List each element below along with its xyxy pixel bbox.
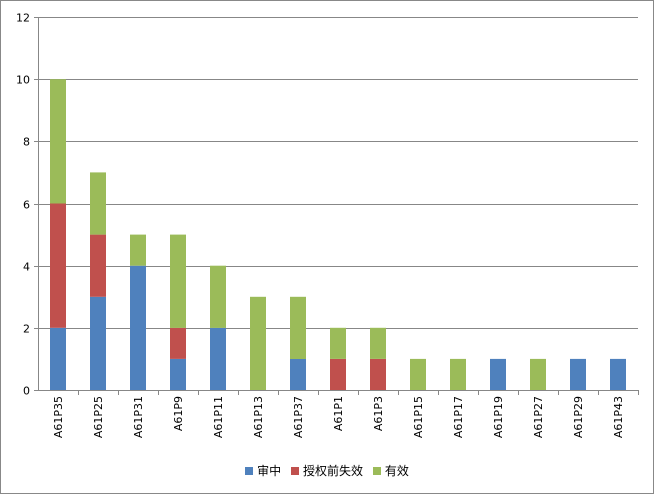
legend-label: 有效	[384, 464, 409, 478]
x-tick-label: A61P27	[532, 396, 545, 438]
bar-A61P15-series-2	[410, 358, 426, 390]
x-tick-label: A61P31	[132, 396, 145, 438]
bars	[50, 79, 626, 391]
x-tick-label: A61P1	[332, 396, 345, 431]
bar-A61P25-series-0	[90, 296, 106, 391]
x-tick-label: A61P19	[492, 396, 505, 438]
x-tick-label: A61P17	[452, 396, 465, 438]
legend-item-series-1: 授权前失效	[290, 462, 363, 479]
x-tick-label: A61P35	[52, 396, 65, 438]
bar-A61P3-series-1	[370, 358, 386, 390]
legend-label: 审中	[257, 464, 282, 478]
bar-A61P31-series-0	[130, 265, 146, 390]
legend-swatch	[245, 466, 254, 475]
x-tick-label: A61P37	[292, 396, 305, 438]
x-tick-label: A61P3	[372, 396, 385, 431]
y-tick-label: 2	[23, 323, 30, 336]
legend: 审中 授权前失效 有效	[0, 462, 654, 479]
bar-A61P25-series-2	[90, 172, 106, 235]
legend-label: 授权前失效	[302, 464, 363, 478]
x-tick-label: A61P15	[412, 396, 425, 438]
x-tick-label: A61P13	[252, 396, 265, 438]
legend-swatch	[372, 466, 381, 475]
bar-A61P13-series-2	[250, 296, 266, 391]
bar-A61P19-series-0	[490, 358, 506, 390]
x-tick-label: A61P43	[612, 396, 625, 438]
bar-A61P35-series-2	[50, 79, 66, 204]
bar-A61P3-series-2	[370, 327, 386, 359]
y-tick-label: 12	[16, 12, 30, 25]
bar-A61P29-series-0	[570, 358, 586, 390]
bar-A61P43-series-0	[610, 358, 626, 390]
bar-A61P17-series-2	[450, 358, 466, 390]
x-tick-label: A61P25	[92, 396, 105, 438]
x-tick-labels: A61P35 A61P25 A61P31 A61P9 A61P11 A61P13 A61P3…	[52, 396, 625, 438]
bar-A61P1-series-2	[330, 327, 346, 359]
y-tick-labels: 0 2 4 6 8 10 12	[16, 12, 30, 398]
bar-A61P9-series-1	[170, 327, 186, 359]
x-tick-label: A61P29	[572, 396, 585, 438]
bar-A61P35-series-1	[50, 203, 66, 328]
bar-A61P9-series-0	[170, 358, 186, 390]
bar-A61P37-series-0	[290, 358, 306, 390]
y-tick-label: 8	[23, 136, 30, 149]
x-tick-label: A61P11	[212, 396, 225, 438]
legend-item-series-0: 审中	[245, 462, 281, 479]
bar-A61P25-series-1	[90, 234, 106, 297]
bar-A61P31-series-2	[130, 234, 146, 266]
bar-A61P9-series-2	[170, 234, 186, 328]
y-tick-label: 0	[23, 385, 30, 398]
bar-A61P37-series-2	[290, 296, 306, 359]
bar-A61P11-series-0	[210, 327, 226, 390]
y-tick-label: 10	[16, 74, 30, 87]
legend-swatch	[290, 466, 299, 475]
bar-A61P11-series-2	[210, 265, 226, 328]
bar-A61P27-series-2	[530, 358, 546, 390]
bar-A61P1-series-1	[330, 358, 346, 390]
y-tick-label: 6	[23, 199, 30, 212]
legend-item-series-2: 有效	[372, 462, 409, 479]
x-tick-label: A61P9	[172, 396, 185, 431]
bar-A61P35-series-0	[50, 327, 66, 390]
axes	[38, 17, 639, 395]
y-tick-label: 4	[23, 261, 30, 274]
